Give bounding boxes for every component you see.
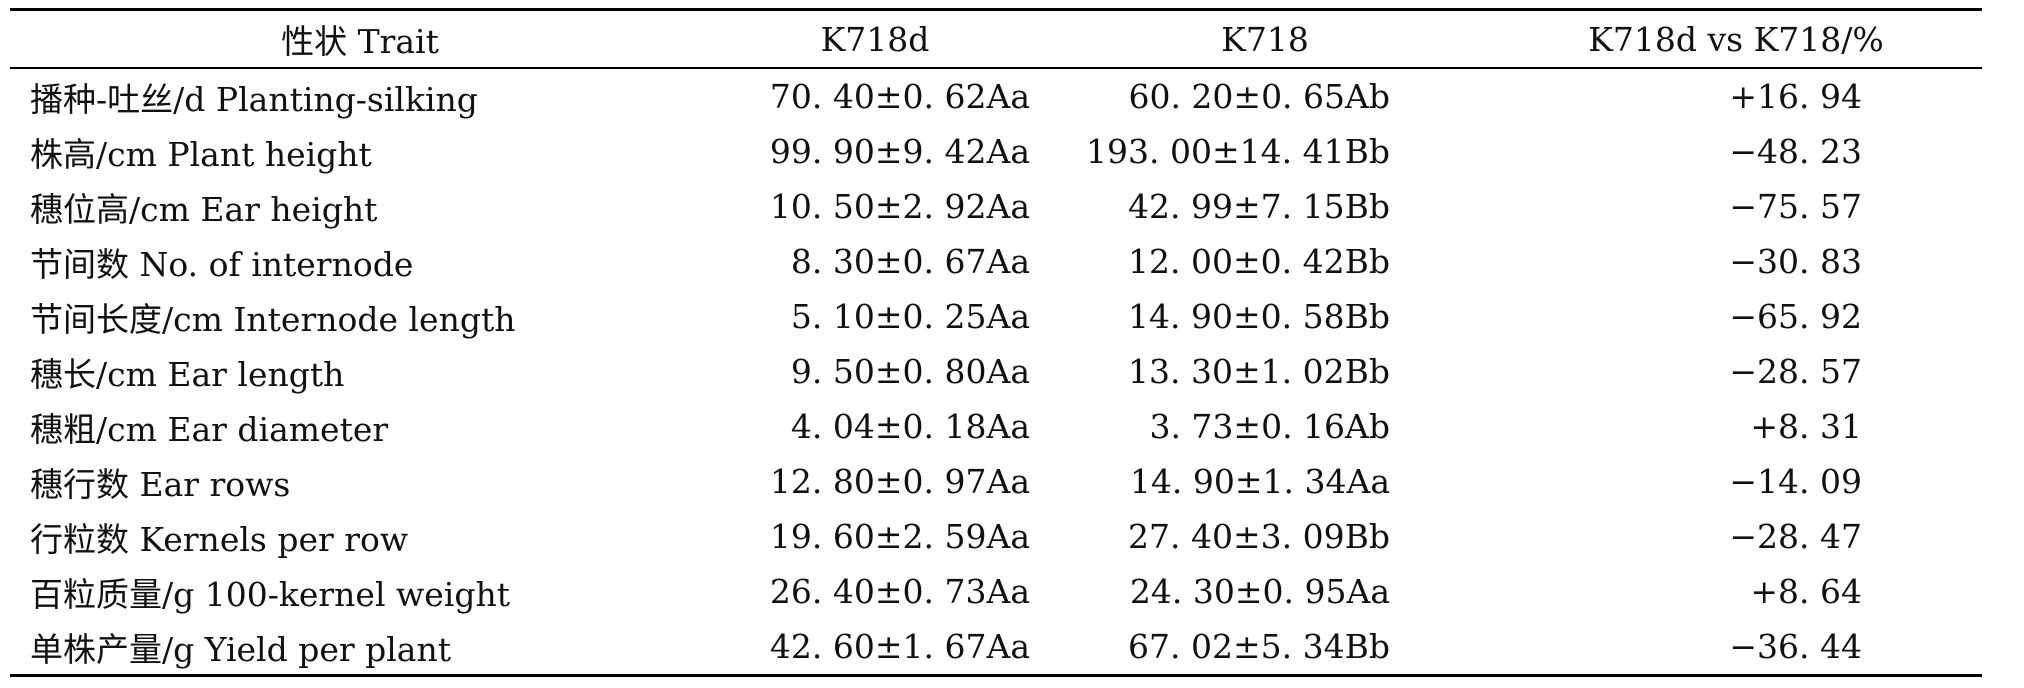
trait-cell: 株高/cm Plant height — [30, 134, 372, 174]
table-row: 百粒质量/g 100-kernel weight 26. 40±0. 73Aa … — [10, 564, 1982, 619]
k718-value-cell: 42. 99±7. 15Bb — [1128, 187, 1390, 226]
trait-cell: 穗位高/cm Ear height — [30, 189, 378, 229]
k718-value-cell: 27. 40±3. 09Bb — [1128, 517, 1390, 556]
trait-comparison-table: 性状 Trait K718d K718 K718d vs K718/% 播种-吐… — [10, 8, 1982, 677]
k718-value-cell: 14. 90±1. 34Aa — [1129, 462, 1390, 501]
k718-value-cell: 60. 20±0. 65Ab — [1128, 77, 1390, 116]
k718-value-cell: 3. 73±0. 16Ab — [1149, 407, 1390, 446]
trait-cell: 单株产量/g Yield per plant — [30, 629, 451, 669]
k718-value-cell: 14. 90±0. 58Bb — [1128, 297, 1390, 336]
k718-value-cell: 13. 30±1. 02Bb — [1128, 352, 1390, 391]
table-row: 穗位高/cm Ear height 10. 50±2. 92Aa 42. 99±… — [10, 179, 1982, 234]
table-row: 行粒数 Kernels per row 19. 60±2. 59Aa 27. 4… — [10, 509, 1982, 564]
header-k718: K718 — [1221, 19, 1309, 59]
difference-cell: −75. 57 — [1729, 187, 1862, 226]
k718-value-cell: 67. 02±5. 34Bb — [1128, 627, 1390, 666]
k718d-value-cell: 99. 90±9. 42Aa — [769, 132, 1030, 171]
k718d-value-cell: 5. 10±0. 25Aa — [790, 297, 1030, 336]
difference-cell: −36. 44 — [1729, 627, 1862, 666]
k718-value-cell: 24. 30±0. 95Aa — [1129, 572, 1390, 611]
header-trait: 性状 Trait — [281, 22, 439, 61]
k718d-value-cell: 42. 60±1. 67Aa — [769, 627, 1030, 666]
trait-cell: 行粒数 Kernels per row — [30, 519, 409, 559]
trait-cell: 节间数 No. of internode — [30, 244, 414, 284]
table-header: 性状 Trait K718d K718 K718d vs K718/% — [10, 9, 1982, 68]
trait-cell: 穗粗/cm Ear diameter — [30, 409, 389, 449]
k718d-value-cell: 19. 60±2. 59Aa — [769, 517, 1030, 556]
table-row: 穗粗/cm Ear diameter 4. 04±0. 18Aa 3. 73±0… — [10, 399, 1982, 454]
difference-cell: +16. 94 — [1729, 77, 1862, 116]
table-row: 穗长/cm Ear length 9. 50±0. 80Aa 13. 30±1.… — [10, 344, 1982, 399]
difference-cell: +8. 64 — [1750, 572, 1862, 611]
table-row: 节间数 No. of internode 8. 30±0. 67Aa 12. 0… — [10, 234, 1982, 289]
table-row: 单株产量/g Yield per plant 42. 60±1. 67Aa 67… — [10, 619, 1982, 676]
trait-cell: 播种-吐丝/d Planting-silking — [30, 79, 478, 119]
difference-cell: −28. 47 — [1729, 517, 1862, 556]
trait-cell: 百粒质量/g 100-kernel weight — [30, 574, 510, 614]
header-difference: K718d vs K718/% — [1588, 19, 1884, 59]
k718d-value-cell: 12. 80±0. 97Aa — [769, 462, 1030, 501]
difference-cell: −30. 83 — [1729, 242, 1862, 281]
table-row: 播种-吐丝/d Planting-silking 70. 40±0. 62Aa … — [10, 68, 1982, 124]
k718d-value-cell: 9. 50±0. 80Aa — [790, 352, 1030, 391]
table-row: 穗行数 Ear rows 12. 80±0. 97Aa 14. 90±1. 34… — [10, 454, 1982, 509]
header-row: 性状 Trait K718d K718 K718d vs K718/% — [10, 9, 1982, 68]
k718d-value-cell: 4. 04±0. 18Aa — [790, 407, 1030, 446]
difference-cell: −65. 92 — [1729, 297, 1862, 336]
table-row: 株高/cm Plant height 99. 90±9. 42Aa 193. 0… — [10, 124, 1982, 179]
trait-cell: 穗长/cm Ear length — [30, 354, 345, 394]
k718d-value-cell: 8. 30±0. 67Aa — [790, 242, 1030, 281]
trait-cell: 节间长度/cm Internode length — [30, 299, 516, 339]
difference-cell: −28. 57 — [1729, 352, 1862, 391]
table-body: 播种-吐丝/d Planting-silking 70. 40±0. 62Aa … — [10, 68, 1982, 676]
k718d-value-cell: 26. 40±0. 73Aa — [769, 572, 1030, 611]
difference-cell: −48. 23 — [1729, 132, 1862, 171]
table-row: 节间长度/cm Internode length 5. 10±0. 25Aa 1… — [10, 289, 1982, 344]
k718d-value-cell: 70. 40±0. 62Aa — [769, 77, 1030, 116]
header-k718d: K718d — [820, 19, 930, 59]
difference-cell: −14. 09 — [1729, 462, 1862, 501]
difference-cell: +8. 31 — [1750, 407, 1862, 446]
k718-value-cell: 193. 00±14. 41Bb — [1086, 132, 1390, 171]
k718d-value-cell: 10. 50±2. 92Aa — [769, 187, 1030, 226]
trait-cell: 穗行数 Ear rows — [30, 464, 291, 504]
k718-value-cell: 12. 00±0. 42Bb — [1128, 242, 1390, 281]
